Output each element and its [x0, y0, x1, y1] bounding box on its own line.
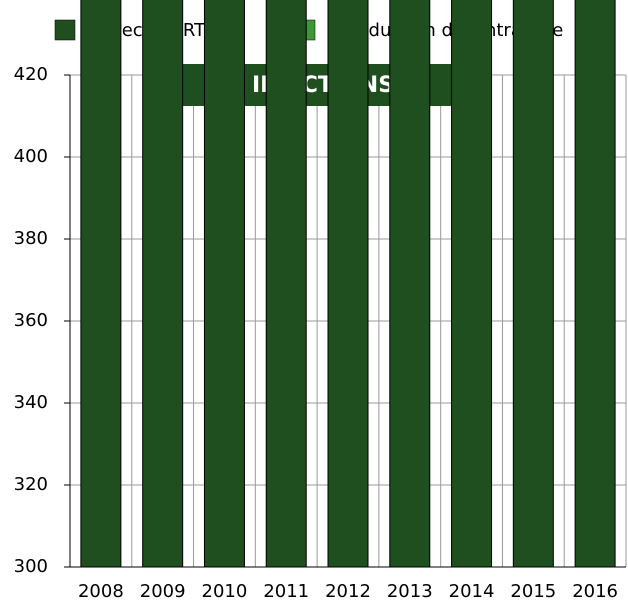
bar-segment — [327, 0, 369, 568]
y-tick-label: 400 — [14, 146, 48, 167]
y-tick-label: 360 — [14, 310, 48, 331]
bar-segment — [203, 0, 245, 568]
bar-segment — [80, 0, 122, 568]
x-tick-label: 2012 — [325, 581, 371, 602]
bar-segment — [265, 0, 307, 568]
x-tick-label: 2010 — [202, 581, 248, 602]
bar-segment — [574, 0, 616, 568]
x-tick-label: 2013 — [387, 581, 433, 602]
x-tick-label: 2014 — [449, 581, 495, 602]
x-tick-label: 2011 — [263, 581, 309, 602]
bar-segment — [389, 0, 431, 568]
bar-segment — [512, 0, 554, 568]
y-tick-label: 320 — [14, 474, 48, 495]
bar-segment — [451, 0, 493, 568]
x-tick-label: 2016 — [572, 581, 618, 602]
y-tick-label: 300 — [14, 556, 48, 577]
x-tick-label: 2015 — [510, 581, 556, 602]
legend-swatch — [54, 19, 76, 41]
y-tick-label: 420 — [14, 64, 48, 85]
x-tick-label: 2009 — [140, 581, 186, 602]
x-tick-label: 2008 — [78, 581, 124, 602]
y-tick-label: 340 — [14, 392, 48, 413]
y-tick-label: 380 — [14, 228, 48, 249]
bar-segment — [142, 0, 184, 568]
